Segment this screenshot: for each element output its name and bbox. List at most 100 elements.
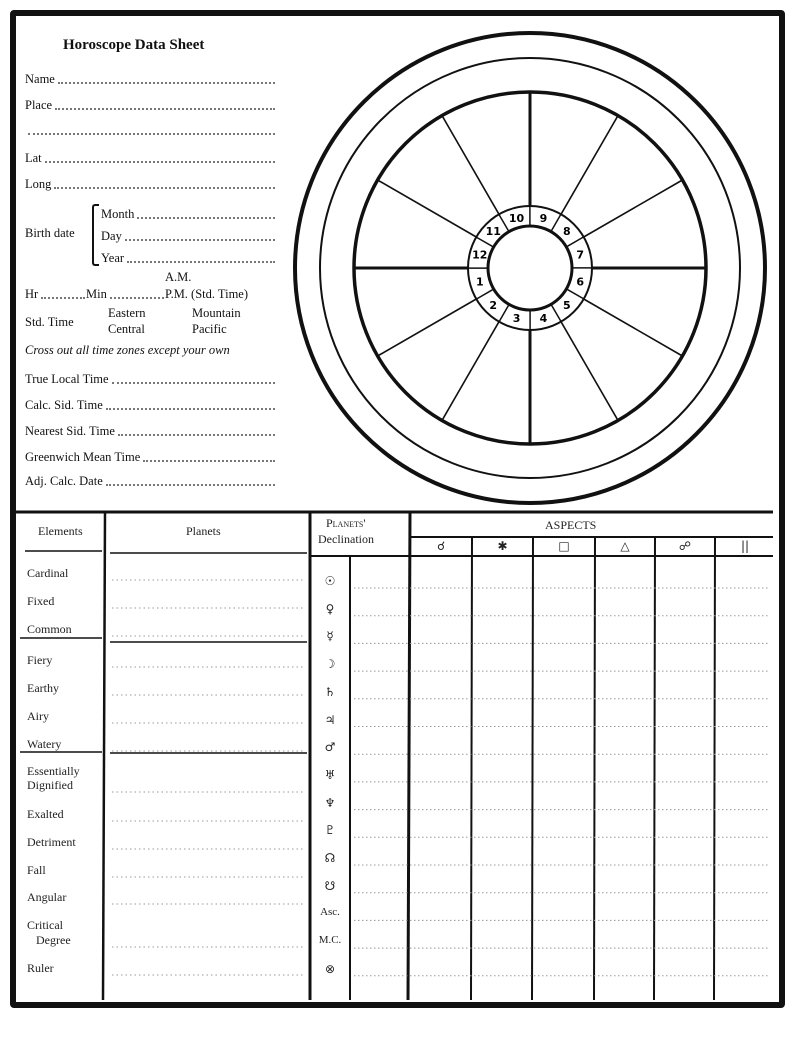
- planet-symbol-10: ☊: [324, 851, 336, 865]
- pacific-option[interactable]: Pacific: [192, 322, 227, 336]
- adj-calc-date-label: Adj. Calc. Date: [25, 474, 103, 488]
- true-local-time-label: True Local Time: [25, 372, 109, 386]
- year-field[interactable]: Year: [101, 251, 275, 266]
- central-option[interactable]: Central: [108, 322, 145, 336]
- true-local-time-field[interactable]: True Local Time: [25, 372, 275, 387]
- calc-sid-time-label: Calc. Sid. Time: [25, 398, 103, 412]
- house-divider: [498, 213, 510, 233]
- nearest-sid-time-field[interactable]: Nearest Sid. Time: [25, 424, 275, 439]
- house-divider: [566, 288, 585, 300]
- house-cusp-line: [583, 179, 683, 238]
- long-label: Long: [25, 177, 52, 191]
- house-divider: [550, 303, 562, 323]
- place-field-2[interactable]: [25, 124, 275, 138]
- std-time-label: Std. Time: [25, 315, 74, 329]
- birth-date-bracket: [92, 204, 99, 266]
- house-number-8: 8: [563, 225, 571, 238]
- element-label-5: Airy: [27, 709, 49, 723]
- house-number-7: 7: [576, 249, 584, 262]
- aspect-column-divider: [713, 536, 716, 1001]
- declination-header-line1: Planets': [326, 516, 366, 530]
- planets-header: Planets: [186, 524, 221, 538]
- aspect-column-divider: [593, 536, 596, 1001]
- page-title: Horoscope Data Sheet: [63, 37, 205, 53]
- planet-symbol-2: ☿: [326, 629, 334, 644]
- lat-field[interactable]: Lat: [25, 151, 275, 166]
- planet-symbol-3: ☽: [324, 657, 336, 672]
- element-label-14: Degree: [36, 933, 71, 947]
- hour-field[interactable]: Hr: [25, 287, 85, 302]
- day-label: Day: [101, 229, 122, 243]
- gmt-label: Greenwich Mean Time: [25, 450, 141, 464]
- gmt-field[interactable]: Greenwich Mean Time: [25, 450, 275, 465]
- element-label-1: Fixed: [27, 594, 55, 608]
- aspect-column-divider: [531, 536, 534, 1001]
- house-cusp-line: [560, 321, 619, 421]
- eastern-option[interactable]: Eastern: [108, 306, 146, 320]
- element-label-9: Exalted: [27, 807, 64, 821]
- am-label: A.M.: [165, 270, 192, 284]
- day-field[interactable]: Day: [101, 229, 275, 244]
- cross-out-instruction: Cross out all time zones except your own: [25, 343, 230, 357]
- minute-field[interactable]: Min: [86, 287, 164, 302]
- element-label-13: Critical: [27, 918, 63, 932]
- long-field[interactable]: Long: [25, 177, 275, 192]
- planet-symbol-13: M.C.: [318, 934, 342, 947]
- elements-header: Elements: [38, 524, 83, 538]
- house-number-2: 2: [489, 299, 497, 312]
- house-cusp-line: [560, 115, 619, 215]
- element-label-2: Common: [27, 622, 72, 636]
- declination-header-line2: Declination: [318, 532, 374, 546]
- aspect-header-5: ||: [740, 539, 750, 553]
- house-divider: [565, 236, 585, 248]
- element-label-12: Angular: [27, 890, 67, 904]
- aspect-column-divider: [470, 536, 473, 1001]
- lat-label: Lat: [25, 151, 42, 165]
- planet-symbol-6: ♂: [324, 740, 336, 755]
- element-label-7: Essentially: [27, 764, 80, 778]
- house-number-4: 4: [540, 312, 548, 325]
- aspect-column-divider: [653, 536, 656, 1001]
- aspect-header-3: △: [620, 539, 630, 553]
- house-cusp-line: [441, 115, 500, 215]
- element-label-0: Cardinal: [27, 566, 69, 580]
- house-cusp-line: [583, 298, 683, 357]
- element-label-8: Dignified: [27, 778, 73, 792]
- house-divider: [498, 304, 510, 323]
- element-label-10: Detriment: [27, 835, 76, 849]
- place-label: Place: [25, 98, 53, 112]
- month-field[interactable]: Month: [101, 207, 275, 222]
- page-border: [10, 10, 785, 1008]
- name-field[interactable]: Name: [25, 72, 275, 87]
- planet-symbol-8: ♆: [324, 795, 336, 810]
- element-label-11: Fall: [27, 863, 46, 877]
- house-cusp-line: [377, 179, 477, 238]
- house-number-3: 3: [513, 312, 521, 325]
- hour-label: Hr: [25, 287, 39, 301]
- house-number-9: 9: [540, 212, 548, 225]
- minute-label: Min: [86, 287, 107, 301]
- planet-symbol-14: ⊗: [324, 961, 336, 976]
- aspects-header: ASPECTS: [545, 518, 597, 532]
- calc-sid-time-field[interactable]: Calc. Sid. Time: [25, 398, 275, 413]
- house-number-11: 11: [486, 225, 501, 238]
- nearest-sid-time-label: Nearest Sid. Time: [25, 424, 115, 438]
- adj-calc-date-field[interactable]: Adj. Calc. Date: [25, 474, 275, 489]
- year-label: Year: [101, 251, 125, 265]
- element-label-15: Ruler: [27, 961, 54, 975]
- wheel-center-circle: [486, 224, 574, 312]
- element-label-6: Watery: [27, 737, 62, 751]
- planet-symbol-5: ♃: [324, 712, 336, 727]
- name-label: Name: [25, 72, 55, 86]
- planet-symbol-9: ♇: [324, 823, 336, 838]
- planet-symbol-0: ☉: [324, 574, 336, 588]
- place-field[interactable]: Place: [25, 98, 275, 113]
- wheel-middle-ring: [319, 57, 741, 479]
- house-cusp-line: [377, 298, 477, 357]
- month-label: Month: [101, 207, 135, 221]
- aspect-header-0: ☌: [436, 539, 446, 553]
- mountain-option[interactable]: Mountain: [192, 306, 241, 320]
